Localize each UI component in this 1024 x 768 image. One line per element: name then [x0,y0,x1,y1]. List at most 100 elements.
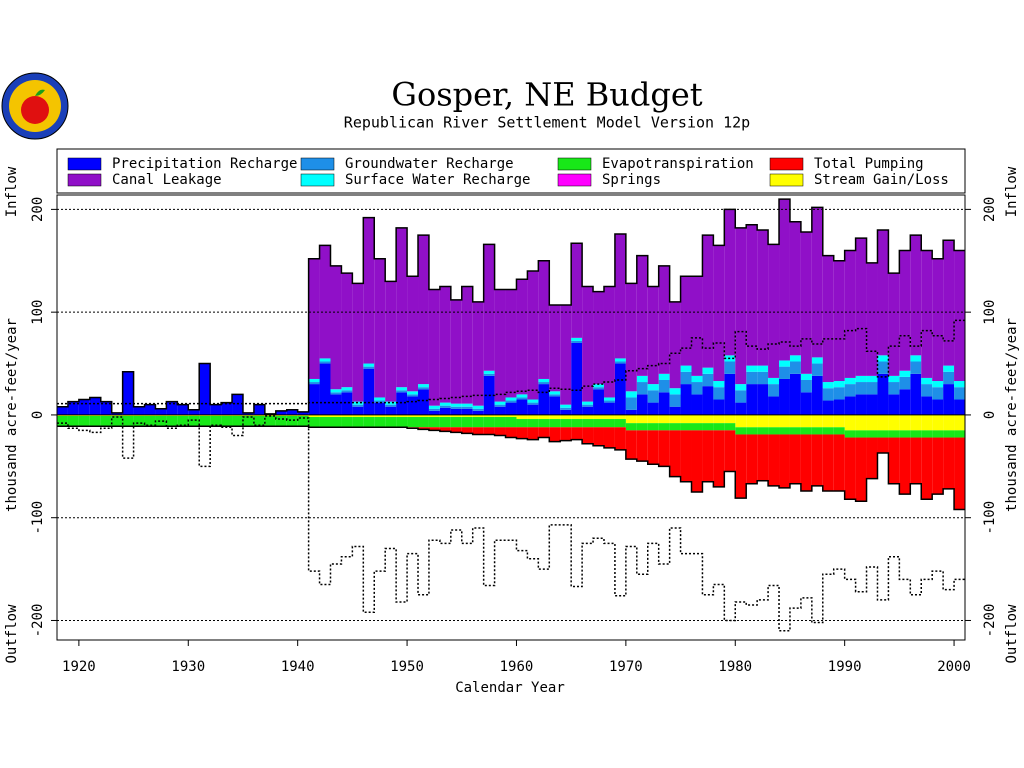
bar-segment [472,416,484,428]
bar-segment [428,414,440,417]
y-tick-label: -100 [30,501,46,535]
bar-segment [396,392,408,415]
bar-segment [603,419,615,428]
bar-segment [472,410,484,415]
bar-segment [439,427,451,432]
bar-segment [768,396,780,415]
bar-segment [614,419,626,428]
bar-segment [494,427,506,436]
bar-segment [954,399,965,415]
bar-segment [374,402,386,415]
bar-segment [746,414,758,428]
bar-segment [844,430,856,438]
bar-segment [768,384,780,397]
bar-segment [308,384,320,415]
bar-segment [297,411,309,415]
bar-segment [560,409,572,415]
bar-segment [188,415,200,427]
bar-segment [352,414,364,417]
bar-segment [625,409,637,415]
bar-segment [779,199,790,361]
bar-segment [472,405,484,409]
bar-segment [691,430,703,493]
y-axis-label: thousand acre-feet/year [4,318,20,512]
bar-segment [932,399,944,415]
bar-segment [538,382,550,385]
bar-segment [308,416,320,428]
y-tick-label-right: 200 [982,197,998,222]
bar-segment [866,382,878,395]
bar-segment [779,434,790,488]
bar-segment [625,423,637,431]
bar-segment [516,279,528,395]
bar-segment [844,396,856,415]
bar-segment [396,227,408,388]
bar-segment [789,373,801,415]
bar-segment [461,286,473,404]
bar-segment [593,384,604,388]
bar-segment [363,368,375,415]
bar-segment [538,260,550,379]
x-tick-label: 1930 [171,659,205,675]
bar-segment [155,415,167,427]
bar-segment [822,255,834,383]
bar-segment [111,412,123,415]
bar-segment [921,414,933,431]
bar-segment [800,231,812,374]
bar-segment [636,423,648,431]
bar-segment [932,381,944,388]
bar-segment [680,365,692,372]
bar-segment [779,360,790,367]
bar-segment [691,382,703,395]
bar-segment [418,387,429,390]
bar-segment [352,283,364,402]
bar-segment [757,384,769,415]
bar-segment [768,244,780,378]
bar-segment [439,402,451,406]
bar-segment [658,414,670,424]
bar-segment [669,394,681,407]
bar-segment [899,250,911,371]
bar-segment [133,415,145,427]
bar-segment [647,384,659,391]
bar-segment [89,415,101,427]
bar-segment [888,430,900,438]
bar-segment [713,387,725,400]
bar-segment [877,437,889,453]
bar-segment [407,396,419,415]
bar-segment [888,394,900,415]
bar-segment [341,392,353,415]
bar-segment [713,414,725,424]
legend-swatch [769,173,804,187]
bar-segment [582,404,594,407]
bar-segment [385,414,397,417]
bar-segment [374,414,386,417]
bar-segment [603,427,615,448]
bar-segment [822,388,834,401]
bar-segment [888,437,900,484]
bar-segment [921,384,933,397]
y-tick-label-right: 0 [982,411,998,419]
bar-segment [746,434,758,484]
bar-segment [658,265,670,374]
bar-segment [647,402,659,415]
bar-segment [549,414,561,420]
bar-segment [943,240,955,366]
bar-segment [921,396,933,415]
bar-segment [888,382,900,395]
bar-segment [418,384,429,388]
bar-segment [418,389,429,415]
bar-segment [396,416,408,428]
bar-segment [549,304,561,392]
bar-segment [855,437,867,502]
bar-segment [428,405,440,409]
bar-segment [439,286,451,403]
bar-segment [636,375,648,383]
bar-segment [877,361,889,374]
bar-segment [516,399,528,415]
bar-segment [724,209,736,356]
bar-segment [494,289,506,402]
bar-segment [647,423,659,431]
bar-segment [735,390,747,403]
bar-segment [450,408,462,415]
